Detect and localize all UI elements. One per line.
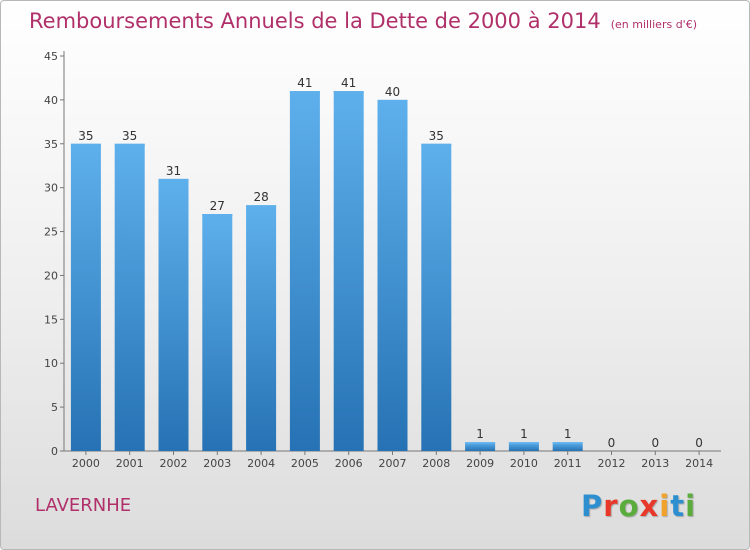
data-label: 31: [166, 164, 181, 178]
y-tick-label: 20: [44, 269, 58, 282]
y-tick-label: 5: [51, 401, 58, 414]
bar-top-highlight: [114, 143, 145, 146]
y-tick-label: 35: [44, 138, 58, 151]
bar: [465, 442, 496, 451]
y-tick-label: 10: [44, 357, 58, 370]
y-tick-label: 0: [51, 445, 58, 458]
data-label: 0: [608, 436, 616, 450]
bar: [246, 205, 277, 451]
proxiti-logo: Proxiti: [581, 489, 696, 523]
chart-subtitle: (en milliers d'€): [610, 18, 697, 31]
bar: [333, 91, 364, 451]
x-tick-label: 2006: [335, 457, 363, 470]
x-tick-label: 2000: [72, 457, 100, 470]
data-label: 40: [385, 85, 400, 99]
x-tick-label: 2011: [554, 457, 582, 470]
data-label: 1: [520, 427, 528, 441]
y-tick-label: 40: [44, 94, 58, 107]
x-tick-label: 2008: [422, 457, 450, 470]
x-tick-label: 2010: [510, 457, 538, 470]
x-tick-label: 2013: [641, 457, 669, 470]
logo-letter: r: [603, 489, 619, 523]
data-label: 35: [78, 129, 93, 143]
x-tick-label: 2014: [685, 457, 713, 470]
y-tick-label: 45: [44, 50, 58, 63]
logo-letter: o: [618, 489, 640, 523]
chart-title-text: Remboursements Annuels de la Dette de 20…: [29, 9, 601, 33]
bar: [70, 143, 101, 451]
logo-letter: i: [659, 489, 671, 523]
bar: [508, 442, 539, 451]
commune-name: LAVERNHE: [35, 495, 132, 516]
bar-top-highlight: [246, 205, 277, 208]
data-label: 41: [297, 76, 312, 90]
bar-top-highlight: [508, 442, 539, 445]
x-tick-label: 2009: [466, 457, 494, 470]
x-tick-label: 2012: [598, 457, 626, 470]
data-label: 1: [564, 427, 572, 441]
x-tick-label: 2007: [379, 457, 407, 470]
bar-top-highlight: [333, 91, 364, 94]
bar: [158, 178, 189, 451]
bar: [202, 214, 233, 451]
x-tick-label: 2001: [116, 457, 144, 470]
logo-letter: t: [670, 489, 686, 523]
bar-top-highlight: [289, 91, 320, 94]
x-tick-label: 2005: [291, 457, 319, 470]
chart-bars: [70, 91, 583, 451]
data-label: 35: [122, 129, 137, 143]
bar-top-highlight: [202, 214, 233, 216]
bar: [377, 99, 408, 451]
x-tick-label: 2002: [160, 457, 188, 470]
data-label: 35: [429, 129, 444, 143]
bar-top-highlight: [421, 143, 452, 146]
data-label: 27: [210, 199, 225, 213]
bar: [289, 91, 320, 451]
y-tick-label: 30: [44, 182, 58, 195]
x-tick-label: 2003: [203, 457, 231, 470]
bar: [114, 143, 145, 451]
data-label: 0: [651, 436, 659, 450]
logo-letter: i: [685, 489, 697, 523]
data-label: 1: [476, 427, 484, 441]
bar-top-highlight: [158, 178, 189, 181]
y-tick-label: 25: [44, 226, 58, 239]
chart-data-labels: 35 35 31 27 28 41 41 40 35 1 1 1 0 0 0: [78, 76, 703, 450]
data-label: 28: [253, 190, 268, 204]
chart-title: Remboursements Annuels de la Dette de 20…: [29, 9, 697, 33]
bar: [552, 442, 583, 451]
bar-top-highlight: [552, 442, 583, 445]
data-label: 41: [341, 76, 356, 90]
bar-top-highlight: [70, 143, 101, 146]
data-label: 0: [695, 436, 703, 450]
logo-letter: P: [581, 489, 604, 523]
logo-letter: x: [639, 489, 660, 523]
bar: [421, 143, 452, 451]
bar-top-highlight: [465, 442, 496, 445]
bar-top-highlight: [377, 99, 408, 102]
y-tick-label: 15: [44, 313, 58, 326]
x-tick-label: 2004: [247, 457, 275, 470]
